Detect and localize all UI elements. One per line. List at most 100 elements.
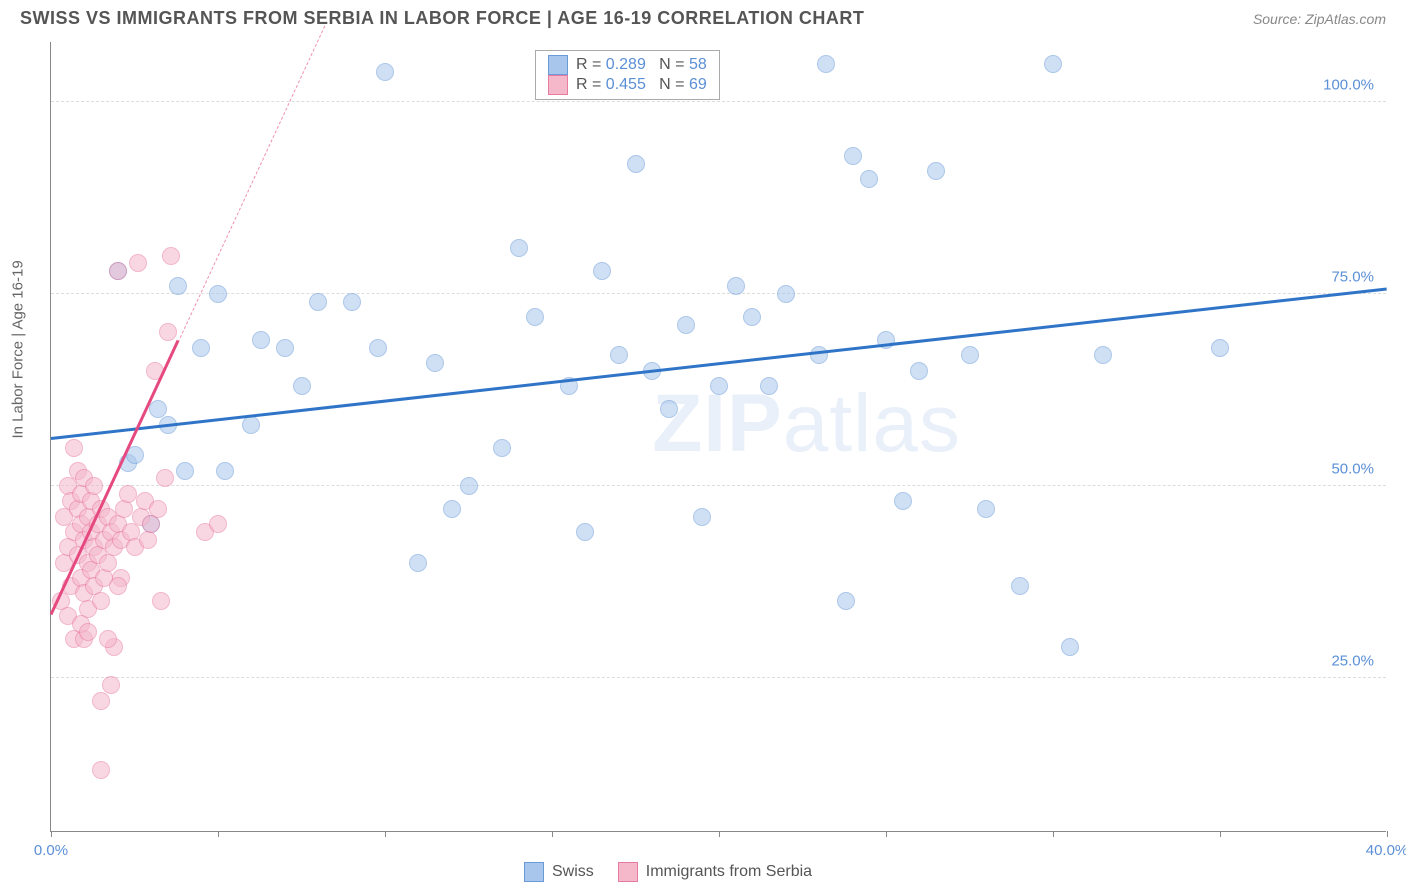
scatter-point xyxy=(139,531,157,549)
scatter-point xyxy=(376,63,394,81)
legend-item: Immigrants from Serbia xyxy=(618,862,812,882)
scatter-point xyxy=(276,339,294,357)
scatter-point xyxy=(142,515,160,533)
legend-label: Immigrants from Serbia xyxy=(646,863,812,881)
trend-line-dashed xyxy=(177,25,325,342)
y-tick-label: 25.0% xyxy=(1331,652,1374,669)
scatter-point xyxy=(493,439,511,457)
scatter-point xyxy=(343,293,361,311)
scatter-point xyxy=(65,439,83,457)
x-tick xyxy=(886,831,887,837)
y-tick-label: 100.0% xyxy=(1323,77,1374,94)
scatter-point xyxy=(209,285,227,303)
scatter-point xyxy=(102,676,120,694)
scatter-point xyxy=(837,592,855,610)
scatter-point xyxy=(610,346,628,364)
scatter-point xyxy=(593,262,611,280)
scatter-point xyxy=(693,508,711,526)
scatter-point xyxy=(92,592,110,610)
scatter-point xyxy=(426,354,444,372)
legend-swatch xyxy=(618,862,638,882)
scatter-point xyxy=(409,554,427,572)
x-tick-label: 0.0% xyxy=(34,842,68,859)
scatter-point xyxy=(92,761,110,779)
x-tick xyxy=(1387,831,1388,837)
scatter-point xyxy=(99,630,117,648)
gridline-h xyxy=(51,677,1386,678)
scatter-point xyxy=(152,592,170,610)
scatter-point xyxy=(79,623,97,641)
scatter-point xyxy=(109,262,127,280)
scatter-point xyxy=(309,293,327,311)
scatter-point xyxy=(109,577,127,595)
scatter-point xyxy=(810,346,828,364)
y-tick-label: 75.0% xyxy=(1331,269,1374,286)
x-tick xyxy=(552,831,553,837)
scatter-point xyxy=(129,254,147,272)
scatter-point xyxy=(844,147,862,165)
source-attribution: Source: ZipAtlas.com xyxy=(1253,11,1386,27)
legend-item: Swiss xyxy=(524,862,594,882)
y-tick-label: 50.0% xyxy=(1331,460,1374,477)
scatter-point xyxy=(510,239,528,257)
x-tick xyxy=(1053,831,1054,837)
trend-line xyxy=(51,287,1387,440)
scatter-point xyxy=(169,277,187,295)
x-tick xyxy=(218,831,219,837)
scatter-point xyxy=(369,339,387,357)
scatter-point xyxy=(209,515,227,533)
gridline-h xyxy=(51,101,1386,102)
legend-swatch xyxy=(524,862,544,882)
scatter-chart: 25.0%50.0%75.0%100.0%0.0%40.0%ZIPatlas xyxy=(50,42,1386,832)
scatter-point xyxy=(460,477,478,495)
x-tick xyxy=(385,831,386,837)
scatter-point xyxy=(961,346,979,364)
scatter-point xyxy=(92,692,110,710)
scatter-point xyxy=(252,331,270,349)
scatter-point xyxy=(293,377,311,395)
gridline-h xyxy=(51,485,1386,486)
scatter-point xyxy=(149,500,167,518)
scatter-point xyxy=(1094,346,1112,364)
legend-row: R = 0.289 N = 58 xyxy=(548,55,707,75)
scatter-point xyxy=(660,400,678,418)
y-axis-label: In Labor Force | Age 16-19 xyxy=(10,260,27,438)
scatter-point xyxy=(99,554,117,572)
scatter-point xyxy=(760,377,778,395)
chart-title: SWISS VS IMMIGRANTS FROM SERBIA IN LABOR… xyxy=(20,8,864,29)
scatter-point xyxy=(526,308,544,326)
scatter-point xyxy=(910,362,928,380)
legend-stats: R = 0.455 N = 69 xyxy=(576,76,707,94)
x-tick xyxy=(1220,831,1221,837)
scatter-point xyxy=(115,500,133,518)
scatter-point xyxy=(176,462,194,480)
watermark: ZIPatlas xyxy=(652,377,961,471)
correlation-legend: R = 0.289 N = 58 R = 0.455 N = 69 xyxy=(535,50,720,100)
x-tick xyxy=(719,831,720,837)
series-legend: Swiss Immigrants from Serbia xyxy=(524,862,812,882)
scatter-point xyxy=(119,485,137,503)
scatter-point xyxy=(192,339,210,357)
x-tick-label: 40.0% xyxy=(1366,842,1406,859)
header: SWISS VS IMMIGRANTS FROM SERBIA IN LABOR… xyxy=(0,0,1406,33)
scatter-point xyxy=(159,323,177,341)
scatter-point xyxy=(216,462,234,480)
scatter-point xyxy=(162,247,180,265)
scatter-point xyxy=(1011,577,1029,595)
legend-stats: R = 0.289 N = 58 xyxy=(576,56,707,74)
scatter-point xyxy=(777,285,795,303)
scatter-point xyxy=(443,500,461,518)
scatter-point xyxy=(1044,55,1062,73)
scatter-point xyxy=(576,523,594,541)
scatter-point xyxy=(894,492,912,510)
scatter-point xyxy=(710,377,728,395)
scatter-point xyxy=(817,55,835,73)
scatter-point xyxy=(927,162,945,180)
scatter-point xyxy=(860,170,878,188)
scatter-point xyxy=(1061,638,1079,656)
scatter-point xyxy=(743,308,761,326)
gridline-h xyxy=(51,293,1386,294)
legend-label: Swiss xyxy=(552,863,594,881)
scatter-point xyxy=(627,155,645,173)
scatter-point xyxy=(85,477,103,495)
